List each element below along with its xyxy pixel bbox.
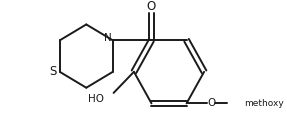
Text: HO: HO [88,94,104,104]
Text: methoxy: methoxy [244,99,284,108]
Text: O: O [208,98,216,108]
Text: O: O [147,0,156,13]
Text: S: S [50,65,57,78]
Text: N: N [104,33,112,43]
